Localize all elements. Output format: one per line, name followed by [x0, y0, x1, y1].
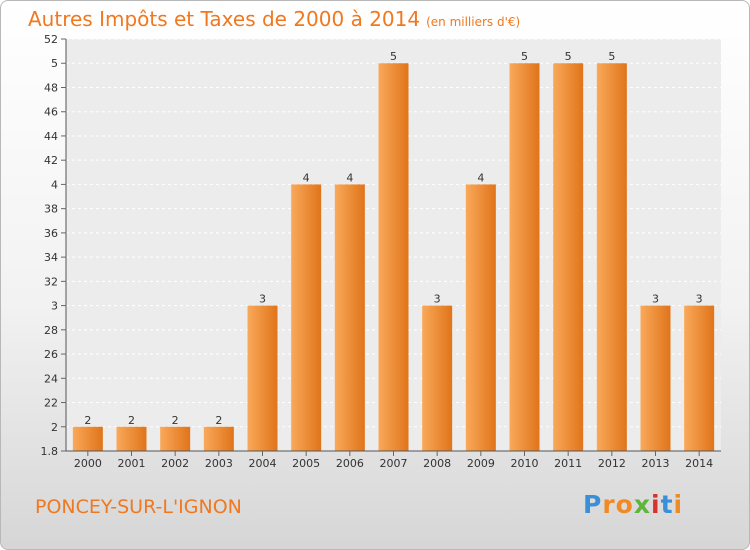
value-label: 2 [128, 414, 135, 427]
value-label: 4 [477, 171, 484, 184]
value-label: 5 [565, 50, 572, 63]
logo-letter: o [615, 490, 634, 519]
logo-letter: r [602, 490, 616, 519]
y-tick-label: 48 [44, 81, 58, 94]
value-label: 3 [652, 293, 659, 306]
x-tick-label: 2007 [380, 457, 408, 470]
y-tick-label: 4 [51, 178, 58, 191]
bar-2003 [203, 426, 234, 451]
y-tick-label: 42 [44, 154, 58, 167]
x-tick-label: 2002 [161, 457, 189, 470]
y-tick-label: 34 [44, 251, 58, 264]
value-labels: 2 2 2 2 3 4 4 5 3 4 5 5 5 3 3 [84, 50, 702, 427]
x-tick-label: 2011 [554, 457, 582, 470]
y-tick-label: 5 [51, 57, 58, 70]
x-tick-label: 2000 [74, 457, 102, 470]
x-tick-label: 2010 [511, 457, 539, 470]
bar-2004 [247, 305, 278, 451]
y-tick-label: 36 [44, 227, 58, 240]
logo-letter: t [660, 490, 674, 519]
value-label: 2 [84, 414, 91, 427]
x-tick-label: 2014 [685, 457, 713, 470]
chart-unit: (en milliers d'€) [426, 15, 521, 29]
y-tick-label: 24 [44, 372, 58, 385]
x-tick-label: 2008 [423, 457, 451, 470]
bar-2005 [291, 184, 322, 452]
y-tick-label: 1.8 [41, 445, 59, 458]
x-tick-label: 2006 [336, 457, 364, 470]
bar-2009 [465, 184, 496, 452]
value-label: 5 [390, 50, 397, 63]
bar-2011 [553, 63, 584, 452]
value-label: 4 [346, 171, 353, 184]
value-label: 4 [303, 171, 310, 184]
commune-name: PONCEY-SUR-L'IGNON [35, 496, 242, 518]
value-label: 5 [521, 50, 528, 63]
x-tick-label: 2009 [467, 457, 495, 470]
bar-2006 [334, 184, 365, 452]
chart-title: Autres Impôts et Taxes de 2000 à 2014 (en… [28, 7, 520, 31]
y-tick-label: 22 [44, 397, 58, 410]
value-label: 3 [696, 293, 703, 306]
bar-2007 [378, 63, 409, 452]
bar-2014 [684, 305, 715, 451]
logo-letter: i [673, 490, 684, 519]
y-tick-label: 44 [44, 130, 58, 143]
y-tick-label: 32 [44, 275, 58, 288]
bar-2013 [640, 305, 671, 451]
y-tick-label: 26 [44, 348, 58, 361]
value-label: 2 [215, 414, 222, 427]
x-tick-label: 2005 [292, 457, 320, 470]
chart-title-text: Autres Impôts et Taxes de 2000 à 2014 [28, 7, 421, 31]
grid-lines [66, 38, 721, 452]
x-tick-label: 2012 [598, 457, 626, 470]
value-label: 2 [172, 414, 179, 427]
logo-letter: P [583, 490, 603, 519]
y-tick-label: 28 [44, 324, 58, 337]
y-tick-label: 46 [44, 106, 58, 119]
value-label: 5 [608, 50, 615, 63]
value-label: 3 [434, 293, 441, 306]
x-axis-ticks: 2000 2001 2002 2003 2004 2005 2006 2007 2008 2009… [74, 451, 713, 470]
bar-2001 [116, 426, 147, 451]
x-tick-label: 2013 [642, 457, 670, 470]
proxiti-logo: Proxiti [583, 490, 683, 519]
x-tick-label: 2004 [249, 457, 277, 470]
y-tick-label: 38 [44, 203, 58, 216]
bar-2010 [509, 63, 540, 452]
bars [72, 63, 715, 452]
bar-2002 [160, 426, 191, 451]
y-tick-label: 52 [44, 33, 58, 46]
y-tick-label: 2 [51, 421, 58, 434]
bar-2000 [72, 426, 103, 451]
y-tick-label: 3 [51, 300, 58, 313]
x-tick-label: 2003 [205, 457, 233, 470]
logo-letter: i [651, 490, 661, 519]
bar-2012 [596, 63, 627, 452]
x-tick-label: 2001 [118, 457, 146, 470]
logo-letter: x [633, 490, 651, 519]
value-label: 3 [259, 293, 266, 306]
bar-2008 [422, 305, 453, 451]
